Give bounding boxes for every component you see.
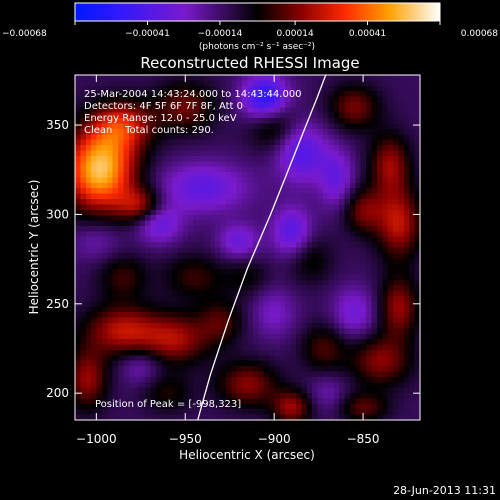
- info-line-detectors: Detectors: 4F 5F 6F 7F 8F, Att 0: [84, 101, 243, 112]
- chart-title: Reconstructed RHESSI Image: [140, 54, 359, 72]
- info-line-time: 25-Mar-2004 14:43:24.000 to 14:43:44.000: [84, 89, 302, 100]
- y-tick-label: 300: [46, 207, 69, 221]
- colorbar-tick-label: −0.00068: [2, 29, 47, 39]
- x-tick-label: −900: [258, 432, 291, 446]
- y-axis-label: Heliocentric Y (arcsec): [27, 180, 41, 315]
- x-axis: −1000 −950 −900 −850: [76, 75, 380, 446]
- limb-curve: [197, 75, 327, 420]
- heatmap-plot: [75, 75, 420, 420]
- plot-frame: [74, 74, 421, 421]
- x-tick-label: −950: [169, 432, 202, 446]
- y-tick-label: 200: [46, 386, 69, 400]
- peak-position-label: Position of Peak = [-998,323]: [95, 399, 241, 410]
- colorbar-tick-label: −0.00014: [198, 29, 243, 39]
- y-axis: 200 250 300 350: [46, 118, 420, 400]
- colorbar-tick-label: 0.00041: [349, 29, 386, 39]
- info-line-clean: Clean Total counts: 290.: [84, 125, 214, 136]
- colorbar-tick-label: −0.00041: [125, 29, 170, 39]
- y-tick-label: 250: [46, 297, 69, 311]
- colorbar-ticks: −0.00068 −0.00041 −0.00014 0.00014 0.00041 0.…: [2, 21, 498, 39]
- heatmap-image: [75, 75, 420, 420]
- colorbar-units-label: (photons cm⁻² s⁻¹ asec⁻²): [199, 42, 315, 52]
- footer-date: 28-Jun-2013 11:31: [393, 484, 496, 497]
- x-tick-label: −850: [347, 432, 380, 446]
- colorbar-tick-label: 0.00014: [276, 29, 313, 39]
- info-block: 25-Mar-2004 14:43:24.000 to 14:43:44.000…: [84, 89, 302, 136]
- colorbar-tick-label: 0.00068: [461, 29, 498, 39]
- x-tick-label: −1000: [76, 432, 117, 446]
- info-line-energy: Energy Range: 12.0 - 25.0 keV: [84, 113, 237, 124]
- x-axis-label: Heliocentric X (arcsec): [179, 448, 315, 462]
- y-tick-label: 350: [46, 118, 69, 132]
- colorbar: −0.00068 −0.00041 −0.00014 0.00014 0.00041 0.…: [2, 2, 498, 52]
- colorbar-gradient: [74, 2, 441, 22]
